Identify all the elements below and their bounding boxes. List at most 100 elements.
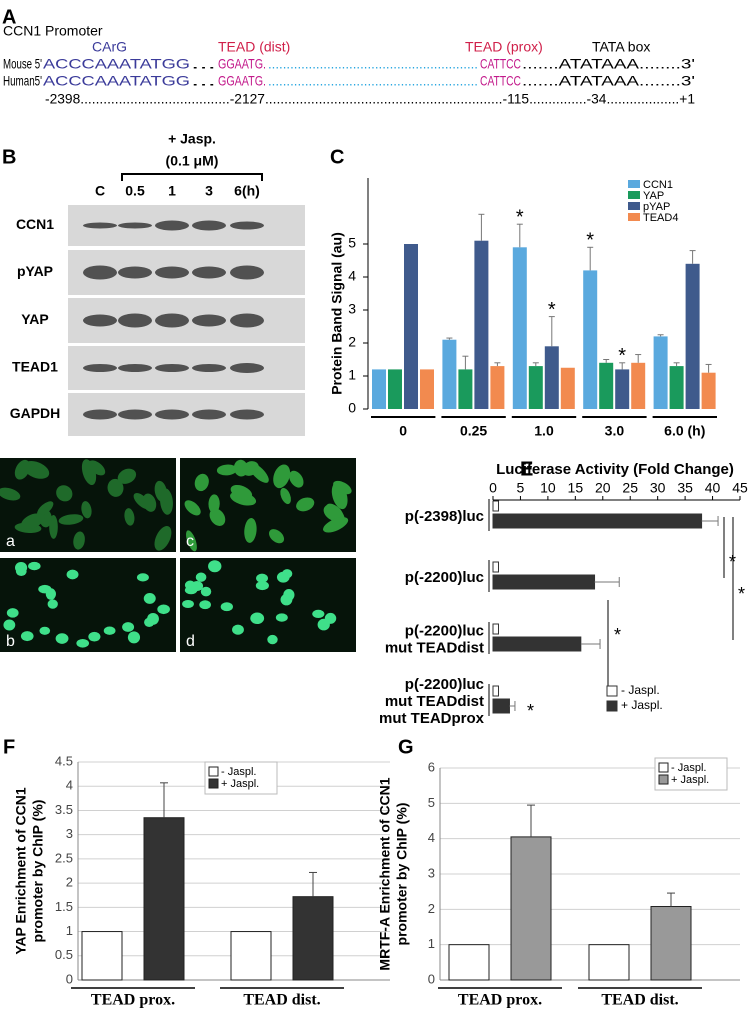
bar bbox=[492, 636, 582, 652]
blot-band bbox=[155, 220, 189, 231]
y-tick-label: 3 bbox=[428, 865, 435, 880]
cell-nucleus bbox=[256, 573, 269, 583]
image-label: d bbox=[186, 633, 195, 650]
sequence-segment: Human5' bbox=[3, 73, 42, 89]
bar bbox=[474, 240, 489, 409]
lane-label: 6(h) bbox=[234, 183, 260, 199]
blot-band bbox=[230, 409, 264, 420]
legend-swatch bbox=[658, 774, 669, 785]
cell-body bbox=[216, 464, 238, 476]
legend-label: - Jaspl. bbox=[621, 683, 660, 697]
blot-band bbox=[192, 314, 226, 327]
y-tick-label: 4.5 bbox=[55, 753, 73, 768]
y-tick-label: 2 bbox=[66, 875, 73, 890]
x-tick-label: 45 bbox=[732, 480, 748, 496]
bar bbox=[442, 339, 457, 409]
y-tick-label: 3.5 bbox=[55, 802, 73, 817]
blot-band bbox=[192, 266, 226, 279]
bar bbox=[701, 372, 716, 409]
y-tick-label: 1.5 bbox=[55, 899, 73, 914]
blot-band bbox=[230, 265, 264, 280]
x-tick-label: 40 bbox=[705, 480, 721, 496]
bar bbox=[599, 362, 614, 409]
bar bbox=[685, 263, 700, 409]
cell-body bbox=[273, 464, 291, 489]
y-axis-label: MRTF-A Enrichment of CCN1 bbox=[377, 777, 393, 970]
y-tick-label: 4 bbox=[66, 778, 73, 793]
cell-body bbox=[88, 460, 106, 476]
cell-nucleus bbox=[220, 602, 233, 612]
blot-band bbox=[155, 313, 189, 328]
blot-band bbox=[155, 266, 189, 279]
legend-label: TEAD4 bbox=[643, 212, 678, 224]
blot-row-label: GAPDH bbox=[10, 405, 61, 421]
cell-body bbox=[280, 487, 291, 505]
cell-body bbox=[133, 493, 151, 510]
legend-swatch bbox=[208, 766, 219, 777]
feature-label: TATA box bbox=[592, 39, 650, 55]
cell-nucleus bbox=[127, 631, 141, 644]
position-ruler: -2398...................................… bbox=[45, 91, 695, 107]
image-label: b bbox=[6, 633, 15, 650]
x-tick-label: 10 bbox=[540, 480, 556, 496]
cell-nucleus bbox=[47, 599, 58, 609]
lane-label: C bbox=[95, 183, 105, 199]
significance-mark: * bbox=[586, 230, 594, 252]
bar bbox=[81, 931, 123, 981]
cell-nucleus bbox=[6, 608, 19, 618]
x-tick-label: 5 bbox=[517, 480, 525, 496]
bar bbox=[458, 369, 473, 409]
x-tick-label: TEAD prox. bbox=[458, 992, 542, 1009]
treatment-label: + Jasp. bbox=[168, 131, 216, 147]
feature-label: TEAD (prox) bbox=[465, 39, 543, 55]
sequence-segment: CATTCC bbox=[480, 56, 521, 72]
y-tick-label: 4 bbox=[428, 830, 435, 845]
sequence-segment: ... bbox=[191, 73, 216, 89]
cell-body bbox=[107, 478, 124, 497]
cell-body bbox=[194, 473, 209, 492]
treatment-bracket bbox=[121, 173, 263, 181]
cell-nucleus bbox=[122, 622, 135, 632]
y-axis-label: promoter by ChIP (%) bbox=[394, 803, 410, 946]
cell-body bbox=[58, 514, 84, 525]
y-tick-label: 1 bbox=[428, 936, 435, 951]
cell-nucleus bbox=[20, 631, 34, 642]
bar bbox=[404, 244, 418, 409]
x-tick-label: 30 bbox=[650, 480, 666, 496]
blot-band bbox=[83, 265, 117, 280]
bar bbox=[492, 685, 499, 697]
bar bbox=[372, 369, 386, 409]
blot-band bbox=[83, 314, 117, 327]
feature-label: CArG bbox=[92, 39, 127, 55]
blot-band bbox=[118, 266, 152, 279]
cell-body bbox=[323, 517, 349, 533]
cell-nucleus bbox=[191, 580, 204, 592]
bar bbox=[560, 367, 575, 409]
category-label: mut TEADdist bbox=[385, 639, 484, 656]
blot-row-label: TEAD1 bbox=[12, 359, 58, 375]
y-tick-label: 4 bbox=[348, 268, 356, 284]
sequence-segment: ACCCAAATATGG bbox=[43, 73, 190, 89]
legend-label: - Jaspl. bbox=[671, 762, 706, 774]
cell-body bbox=[186, 530, 197, 552]
y-tick-label: 5 bbox=[348, 235, 356, 251]
y-tick-label: 0 bbox=[428, 971, 435, 986]
y-tick-label: 2.5 bbox=[55, 850, 73, 865]
cell-nucleus bbox=[45, 588, 57, 600]
y-tick-label: 0.5 bbox=[55, 947, 73, 962]
bar bbox=[230, 931, 272, 981]
cell-nucleus bbox=[275, 613, 288, 622]
feature-label: TEAD (dist) bbox=[218, 39, 290, 55]
sequence-segment: GGAATG. bbox=[218, 56, 266, 72]
cell-nucleus bbox=[39, 626, 51, 635]
cell-nucleus bbox=[280, 593, 293, 606]
category-label: p(-2398)luc bbox=[405, 508, 484, 525]
cell-nucleus bbox=[157, 604, 170, 615]
image-label: c bbox=[186, 533, 194, 550]
significance-mark: * bbox=[618, 345, 626, 367]
cell-nucleus bbox=[199, 600, 211, 610]
cell-nucleus bbox=[276, 571, 290, 583]
bar bbox=[512, 247, 527, 409]
promoter-title: CCN1 Promoter bbox=[3, 23, 103, 39]
legend-swatch bbox=[628, 180, 640, 188]
